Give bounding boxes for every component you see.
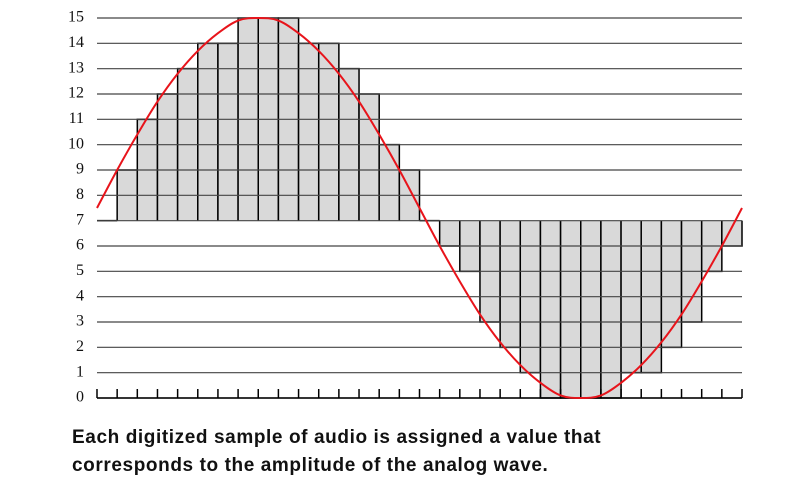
sample-bar xyxy=(499,220,522,349)
sample-bar xyxy=(297,42,320,221)
caption-line: corresponds to the amplitude of the anal… xyxy=(72,455,548,476)
caption-line: Each digitized sample of audio is assign… xyxy=(72,427,601,448)
y-tick-label: 13 xyxy=(68,59,84,76)
analog-wave xyxy=(96,16,743,399)
y-tick-label: 1 xyxy=(76,363,84,380)
sample-bar xyxy=(358,93,380,221)
sample-bar xyxy=(438,220,461,247)
y-tick-label: 8 xyxy=(76,186,84,203)
sample-bar xyxy=(580,220,602,399)
y-tick-label: 4 xyxy=(76,287,84,304)
y-tick-label: 14 xyxy=(68,34,84,51)
sample-bar xyxy=(156,93,179,221)
sample-bar xyxy=(197,42,219,221)
y-tick-label: 6 xyxy=(76,237,84,254)
y-tick-label: 0 xyxy=(76,389,84,406)
sample-bar xyxy=(217,42,239,221)
y-tick-label: 15 xyxy=(68,9,84,26)
sample-bar xyxy=(378,143,401,221)
y-tick-label: 3 xyxy=(76,313,84,330)
y-tick-label: 2 xyxy=(76,338,84,355)
y-tick-label: 10 xyxy=(68,135,84,152)
sample-bar xyxy=(559,220,582,399)
sample-bar xyxy=(539,220,562,399)
y-tick-label: 7 xyxy=(76,211,84,228)
sample-bar xyxy=(600,220,622,399)
y-tick-label: 11 xyxy=(69,110,84,127)
y-tick-label: 9 xyxy=(76,161,84,178)
y-tick-label: 12 xyxy=(68,85,84,102)
y-tick-label: 5 xyxy=(76,262,84,279)
